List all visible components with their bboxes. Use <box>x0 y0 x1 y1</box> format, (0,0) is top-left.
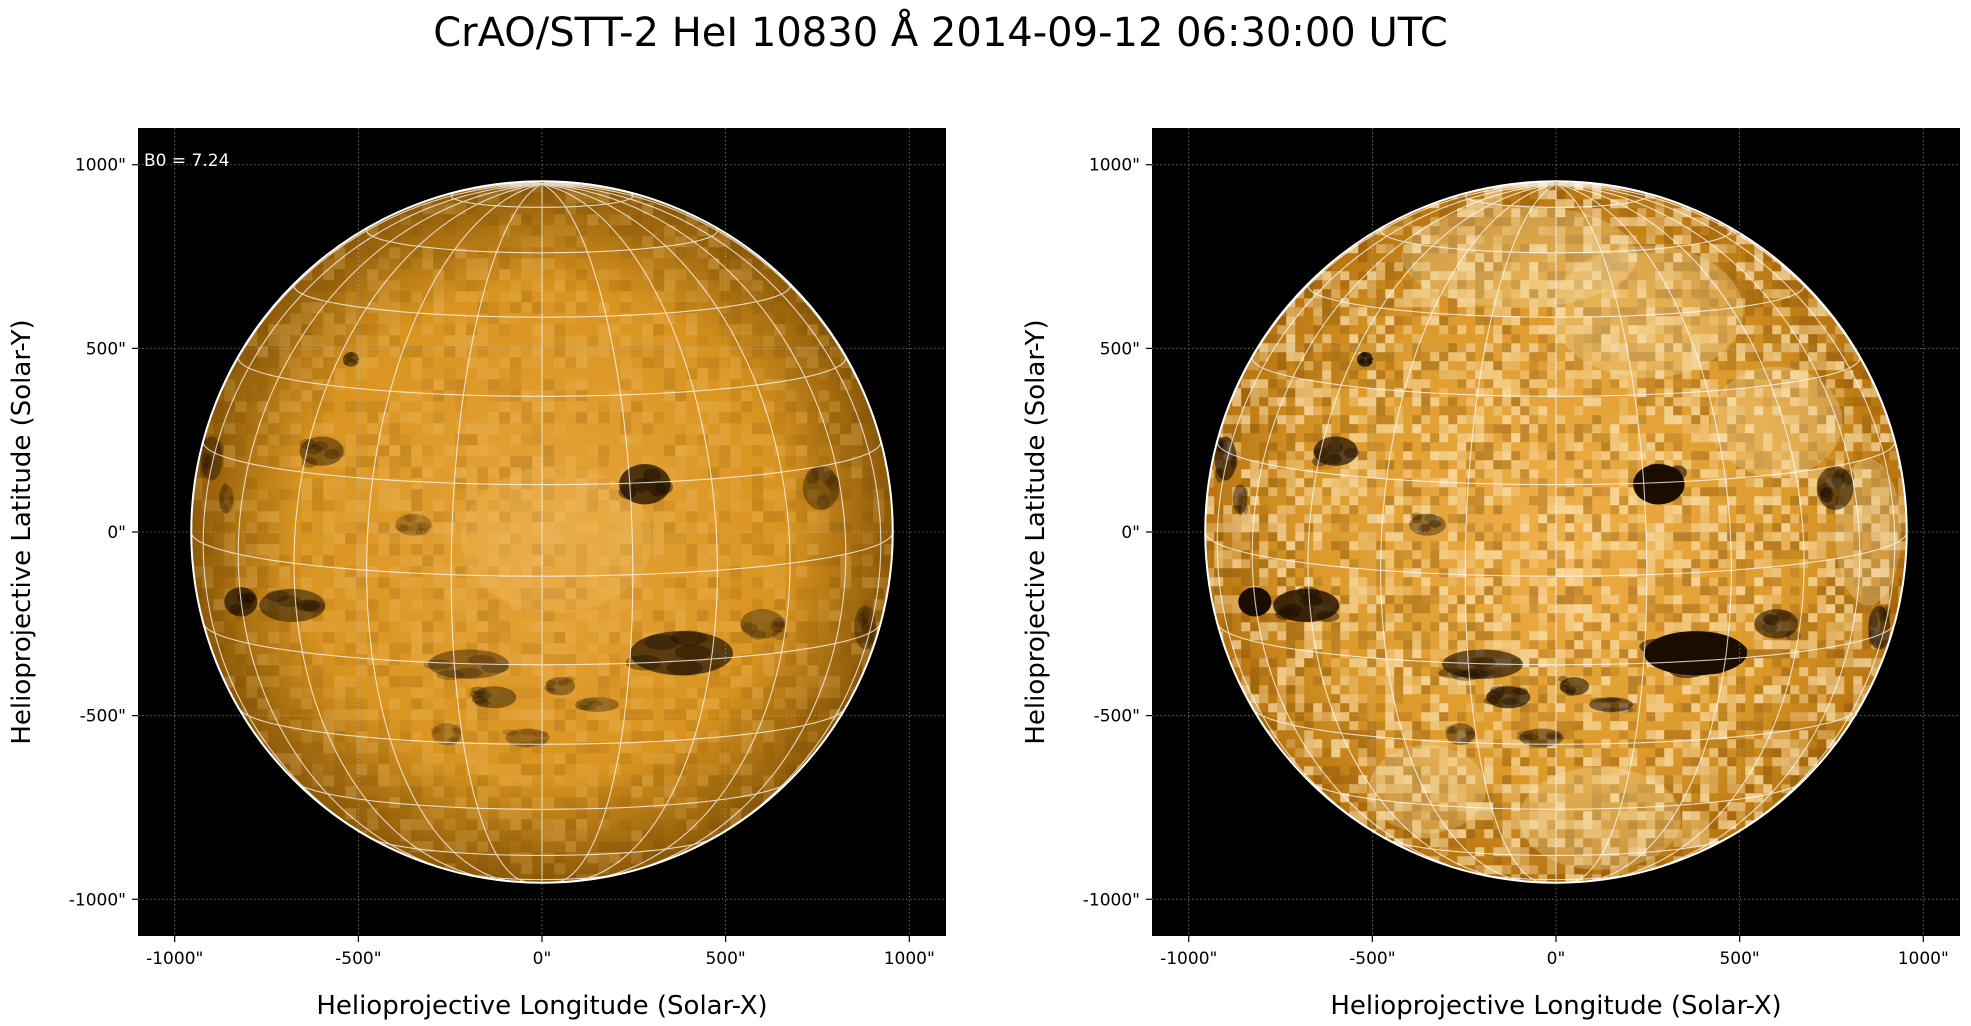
y-tick-label: 500" <box>1100 339 1140 359</box>
y-tick-label: -500" <box>80 707 126 727</box>
y-tick-label: 1000" <box>1089 156 1140 176</box>
y-axis-label: Helioprojective Latitude (Solar-Y) <box>7 319 37 744</box>
axis-ticks <box>132 164 910 942</box>
figure-title: CrAO/STT-2 HeI 10830 Å 2014-09-12 06:30:… <box>433 10 1448 56</box>
x-tick-label: -1000" <box>1160 949 1217 969</box>
axis-ticks <box>1146 164 1924 942</box>
heliographic-grid <box>1205 181 1907 883</box>
y-tick-label: 1000" <box>75 156 126 176</box>
x-tick-label: 500" <box>1719 949 1759 969</box>
x-tick-label: 0" <box>1547 949 1566 969</box>
x-tick-label: -500" <box>1349 949 1395 969</box>
axis-gridlines <box>138 128 946 936</box>
x-axis-label: Helioprojective Longitude (Solar-X) <box>1330 991 1781 1021</box>
y-tick-label: 500" <box>86 339 126 359</box>
y-tick-label: -1000" <box>69 890 126 910</box>
disk-texture <box>1205 181 1907 883</box>
x-tick-label: 0" <box>533 949 552 969</box>
x-tick-label: -1000" <box>146 949 203 969</box>
b0-annotation: B0 = 7.24 <box>144 151 229 171</box>
axis-gridlines <box>1152 128 1960 936</box>
y-tick-label: -1000" <box>1083 890 1140 910</box>
x-tick-label: 1000" <box>1898 949 1949 969</box>
y-tick-label: -500" <box>1094 707 1140 727</box>
y-tick-label: 0" <box>1121 523 1140 543</box>
x-axis-label: Helioprojective Longitude (Solar-X) <box>316 991 767 1021</box>
dark-features <box>198 351 877 748</box>
y-tick-label: 0" <box>107 523 126 543</box>
x-tick-label: -500" <box>335 949 381 969</box>
y-axis-label: Helioprojective Latitude (Solar-Y) <box>1021 319 1051 744</box>
x-tick-label: 500" <box>705 949 745 969</box>
x-tick-label: 1000" <box>884 949 935 969</box>
dark-features <box>1214 351 1891 747</box>
